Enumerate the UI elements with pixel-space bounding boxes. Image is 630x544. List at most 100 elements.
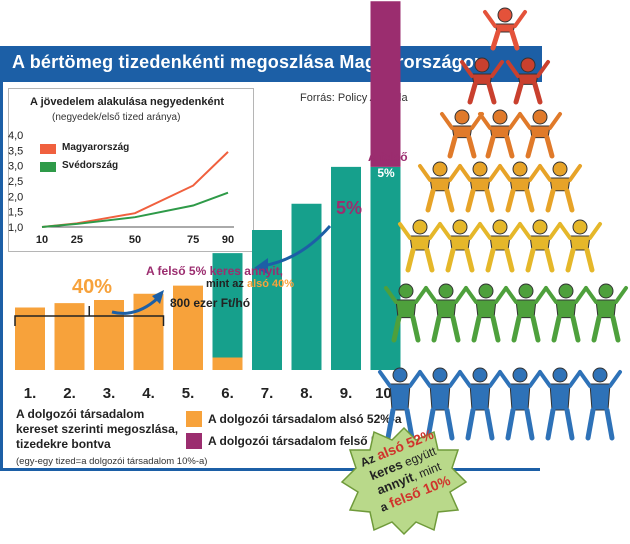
figure-legs xyxy=(505,407,535,441)
pyramid-figure-0-0 xyxy=(483,7,527,51)
figure-head xyxy=(572,219,588,235)
inset-x-tick: 90 xyxy=(222,234,234,246)
pyramid-figure-6-5 xyxy=(578,367,622,441)
figure-head xyxy=(497,7,513,23)
pyramid-figure-5-5 xyxy=(584,283,628,343)
figure-arms xyxy=(398,222,442,240)
pyramid-figure-5-3 xyxy=(504,283,548,343)
pyramid-figure-3-2 xyxy=(498,161,542,213)
figure-arms xyxy=(544,286,588,304)
figure-arms xyxy=(424,286,468,304)
figure-arms xyxy=(464,286,508,304)
figure-head xyxy=(472,161,488,177)
figure-head xyxy=(532,109,548,125)
bar-7-segment-1 xyxy=(252,230,282,370)
figure-head xyxy=(492,109,508,125)
bar-category-label: 8. xyxy=(300,385,313,402)
arrow-left-head xyxy=(152,290,164,304)
legend-swatch-sweden xyxy=(40,162,56,172)
pyramid-figure-6-1 xyxy=(418,367,462,441)
figure-arms xyxy=(478,222,522,240)
figure-arms xyxy=(378,370,422,388)
arrow-right-head xyxy=(254,258,268,274)
chart-title: A bértömeg tizedenkénti megoszlása Magya… xyxy=(12,52,486,72)
figure-legs xyxy=(513,81,543,105)
figure-body xyxy=(429,383,451,411)
figure-head xyxy=(474,57,490,73)
figure-legs xyxy=(511,315,541,343)
bar-category-label: 2. xyxy=(63,385,76,402)
bar-category-label: 5. xyxy=(182,385,195,402)
figure-head xyxy=(432,161,448,177)
pyramid-figure-4-4 xyxy=(558,219,602,273)
pyramid-figure-1-1 xyxy=(506,57,550,105)
figure-body xyxy=(509,383,531,411)
pyramid-figure-6-3 xyxy=(498,367,542,441)
figure-head xyxy=(438,283,454,299)
pyramid-figure-6-0 xyxy=(378,367,422,441)
legend-swatch-bottom52 xyxy=(186,411,202,427)
bar-category-label: 7. xyxy=(261,385,274,402)
bracket-40 xyxy=(14,306,165,326)
bar-1-segment-0 xyxy=(15,307,45,370)
figure-legs xyxy=(591,315,621,343)
legend-label-sweden: Svédország xyxy=(62,160,119,171)
bar-category-label: 4. xyxy=(142,385,155,402)
figure-arms xyxy=(458,164,502,182)
top5-label-line1: A felső xyxy=(368,150,408,164)
figure-arms xyxy=(478,112,522,130)
figure-legs xyxy=(525,247,555,273)
inset-y-tick: 3,5 xyxy=(8,145,23,157)
bar-3-segment-0 xyxy=(94,300,124,370)
bar-10-segment-2 xyxy=(370,1,401,167)
figure-arms xyxy=(418,370,462,388)
figure-legs xyxy=(405,247,435,273)
callout-line3: 800 ezer Ft/hó xyxy=(170,296,251,310)
figure-head xyxy=(592,367,608,383)
figure-legs xyxy=(465,407,495,441)
figure-head xyxy=(520,57,536,73)
figure-legs xyxy=(545,188,575,213)
figure-arms xyxy=(578,370,622,388)
figure-head xyxy=(552,161,568,177)
caption-note: (egy-egy tized=a dolgozói társadalom 10%… xyxy=(16,456,208,467)
figure-legs xyxy=(445,247,475,273)
figure-arms xyxy=(518,112,562,130)
figure-legs xyxy=(425,188,455,213)
pyramid-figure-3-1 xyxy=(458,161,502,213)
figure-head xyxy=(518,283,534,299)
figure-head xyxy=(398,283,414,299)
callout-line2-a: mint az xyxy=(206,278,247,290)
figure-head xyxy=(558,283,574,299)
inset-x-tick: 10 xyxy=(36,234,48,246)
figure-arms xyxy=(498,370,542,388)
figure-body xyxy=(555,299,577,319)
bar-category-label: 6. xyxy=(221,385,234,402)
figure-arms xyxy=(498,164,542,182)
inset-series-line-1 xyxy=(41,191,229,228)
legend-swatch-top5 xyxy=(186,433,202,449)
figure-head xyxy=(452,219,468,235)
caption-line2: kereset szerinti megoszlása, xyxy=(16,422,179,436)
pyramid-figure-2-1 xyxy=(478,109,522,159)
bracket-label-40: 40% xyxy=(72,276,113,298)
caption-line3: tizedekre bontva xyxy=(16,437,111,451)
top5-label-line2: 5% xyxy=(377,166,395,180)
figure-legs xyxy=(485,135,515,159)
figure-arms xyxy=(518,222,562,240)
figure-body xyxy=(549,383,571,411)
badge-burst xyxy=(340,426,468,536)
figure-body xyxy=(595,299,617,319)
bar-category-label: 9. xyxy=(340,385,353,402)
title-bar xyxy=(0,46,542,82)
side-5-label: 5% xyxy=(336,198,363,218)
pyramid-figure-2-2 xyxy=(518,109,562,159)
pyramid-figure-6-4 xyxy=(538,367,582,441)
figure-body xyxy=(515,299,537,319)
inset-x-tick: 50 xyxy=(129,234,141,246)
inset-y-tick: 3,0 xyxy=(8,161,23,173)
bar-6-segment-1 xyxy=(212,253,243,358)
figure-legs xyxy=(447,135,477,159)
figure-head xyxy=(598,283,614,299)
